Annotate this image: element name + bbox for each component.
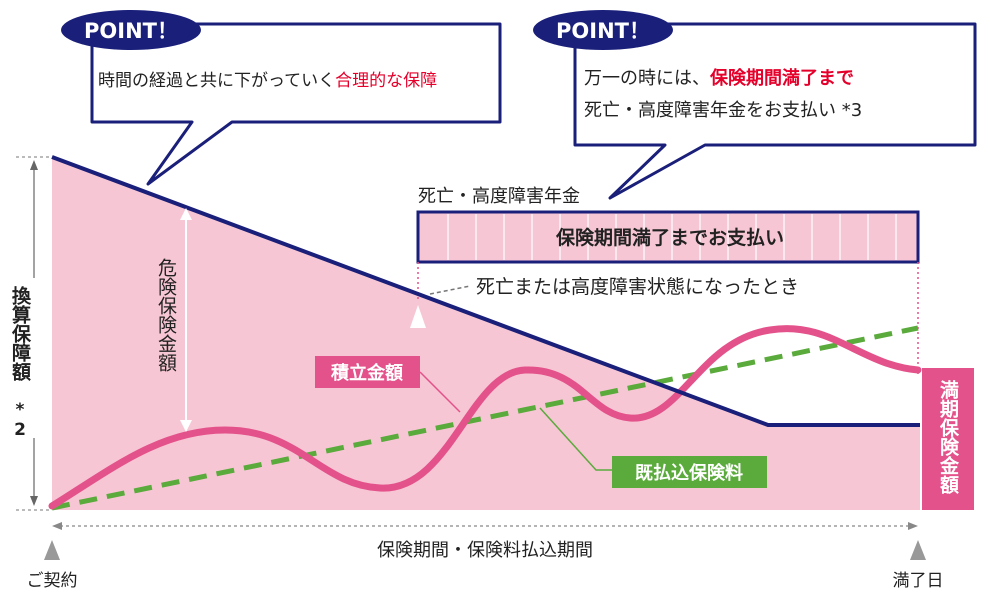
right-callout xyxy=(533,10,977,200)
pension-title: 死亡・高度障害年金 xyxy=(418,186,580,207)
death-event-label: 死亡または高度障害状態になったとき xyxy=(476,276,799,298)
right-callout-line1: 万一の時には、保険期間満了まで xyxy=(584,67,854,89)
period-label: 保険期間・保険料払込期間 xyxy=(377,540,593,561)
start-label: ご契約 xyxy=(27,571,78,591)
risk-amount-arrow xyxy=(180,208,192,432)
accumulated-label-box xyxy=(315,356,420,388)
accumulated-leader xyxy=(419,371,461,413)
left-callout-text-plain: 時間の経過と共に下がっていく xyxy=(98,71,335,91)
y-axis-note: *2 xyxy=(10,400,30,440)
maturity-amount-label: 満期保険金額 xyxy=(937,380,960,495)
end-marker xyxy=(910,540,926,560)
paid-premium-leader xyxy=(539,407,612,471)
left-point-badge-text: POINT！ xyxy=(84,19,178,43)
paid-premium-label-box xyxy=(612,456,767,488)
end-label: 満了日 xyxy=(893,571,944,591)
coverage-line xyxy=(51,155,920,427)
accumulated-label: 積立金額 xyxy=(330,362,403,384)
paid-premium-line xyxy=(51,325,919,511)
right-callout-line1-plain: 万一の時には、 xyxy=(584,68,710,89)
pension-bar-label: 保険期間満了までお支払い xyxy=(555,226,784,249)
left-callout xyxy=(61,10,502,186)
right-point-badge xyxy=(533,10,673,50)
maturity-amount-box xyxy=(922,368,974,510)
start-marker xyxy=(44,540,60,560)
period-axis xyxy=(52,522,918,530)
left-callout-text-red: 合理的な保障 xyxy=(335,71,437,91)
y-axis-label: 換算保障額 xyxy=(9,285,32,382)
death-event-marker xyxy=(410,305,426,328)
left-callout-text: 時間の経過と共に下がっていく合理的な保障 xyxy=(98,71,437,91)
risk-amount-label: 危険保険金額 xyxy=(155,258,177,372)
accumulated-amount-line xyxy=(48,325,922,510)
left-point-badge xyxy=(61,10,201,50)
death-event-leader xyxy=(429,285,471,295)
right-point-badge-text: POINT！ xyxy=(556,19,650,43)
protection-area xyxy=(52,157,920,510)
right-callout-line2: 死亡・高度障害年金をお支払い *3 xyxy=(584,100,862,121)
pension-bar xyxy=(416,210,920,264)
paid-premium-label: 既払込保険料 xyxy=(635,462,743,484)
right-callout-line1-red: 保険期間満了まで xyxy=(709,67,854,89)
